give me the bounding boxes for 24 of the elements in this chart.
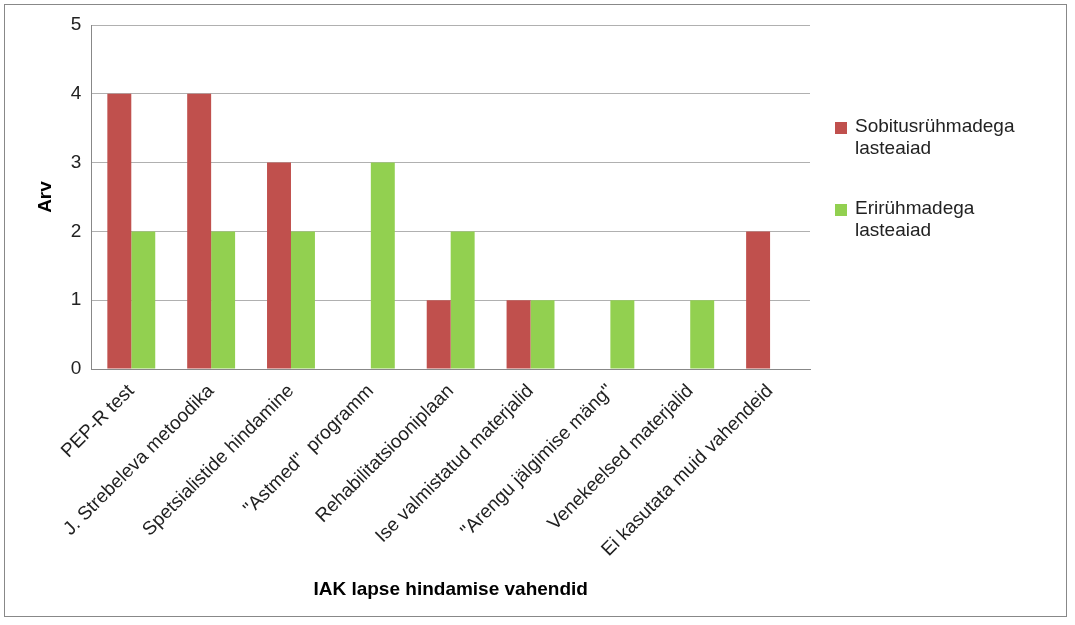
bar	[610, 300, 635, 369]
y-axis-title: Arv	[33, 180, 55, 213]
bar	[107, 93, 132, 369]
bar	[530, 300, 555, 369]
y-tick-label: 5	[70, 13, 82, 35]
legend-label: Erirühmadega lasteaiad	[855, 197, 976, 241]
y-tick-label: 3	[70, 150, 82, 172]
y-tick-label: 2	[70, 219, 82, 241]
bar	[426, 300, 451, 369]
bar	[267, 162, 291, 369]
bar	[506, 300, 531, 369]
bar	[211, 231, 236, 369]
y-tick-label: 0	[70, 357, 82, 379]
x-axis-title: IAK lapse hindamise vahendid	[313, 577, 588, 599]
y-tick-label: 1	[70, 288, 82, 310]
bar	[370, 162, 395, 369]
bar	[450, 231, 475, 369]
bar	[187, 93, 212, 369]
legend-label: Sobitusrühmadega lasteaiad	[855, 115, 1016, 159]
bar	[131, 231, 156, 369]
bar	[690, 300, 715, 369]
y-tick-label: 4	[70, 82, 82, 104]
bar	[290, 231, 315, 369]
bar	[746, 231, 771, 369]
